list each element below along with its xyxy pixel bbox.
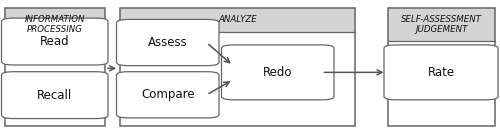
Text: Read: Read bbox=[40, 35, 70, 48]
Bar bbox=[5, 8, 105, 126]
Bar bbox=[5, 8, 105, 41]
Text: INFORMATION
PROCESSING: INFORMATION PROCESSING bbox=[25, 15, 85, 34]
Bar bbox=[5, 8, 105, 126]
FancyBboxPatch shape bbox=[222, 45, 334, 100]
Bar bbox=[388, 8, 495, 126]
FancyBboxPatch shape bbox=[384, 45, 498, 100]
Text: Redo: Redo bbox=[263, 66, 292, 79]
Text: Recall: Recall bbox=[37, 89, 72, 102]
FancyBboxPatch shape bbox=[2, 18, 108, 65]
Text: ANALYZE: ANALYZE bbox=[218, 15, 257, 24]
Bar bbox=[388, 8, 495, 126]
Bar bbox=[388, 8, 495, 41]
Bar bbox=[120, 8, 355, 126]
FancyBboxPatch shape bbox=[116, 19, 219, 66]
Text: Compare: Compare bbox=[141, 88, 195, 101]
Text: SELF-ASSESSMENT
JUDGEMENT: SELF-ASSESSMENT JUDGEMENT bbox=[401, 15, 482, 34]
Bar bbox=[120, 8, 355, 126]
FancyBboxPatch shape bbox=[116, 72, 219, 118]
Text: Rate: Rate bbox=[428, 66, 454, 79]
Bar bbox=[120, 8, 355, 32]
Text: Assess: Assess bbox=[148, 36, 188, 49]
FancyBboxPatch shape bbox=[2, 72, 108, 119]
